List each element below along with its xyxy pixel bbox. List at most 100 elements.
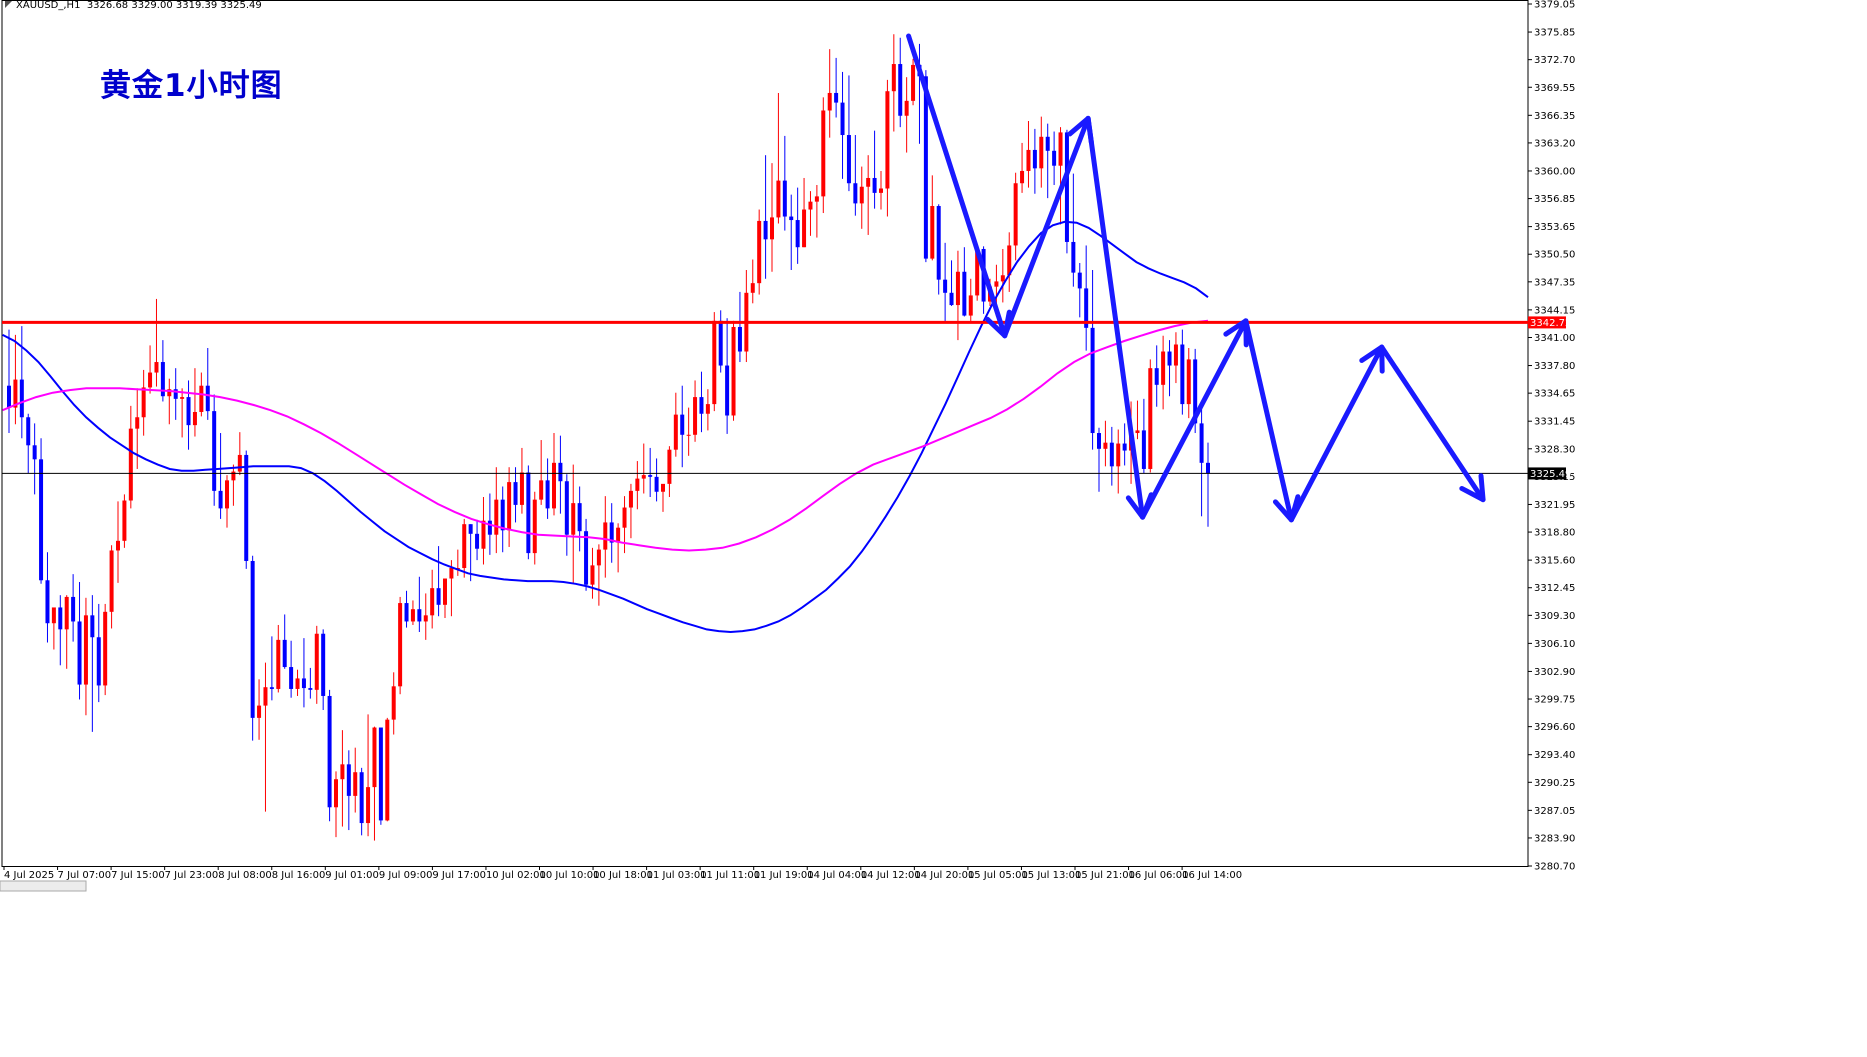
time-tick-label: 16 Jul 06:00: [1129, 870, 1189, 881]
candle-body: [500, 499, 505, 531]
candle-body: [244, 454, 249, 561]
candle-body: [564, 481, 569, 535]
price-tick-label: 3299.75: [1534, 695, 1575, 706]
forecast-arrows: [906, 33, 1486, 523]
time-tick-label: 10 Jul 02:00: [486, 870, 546, 881]
candle-body: [346, 764, 351, 796]
candle-body: [834, 92, 839, 103]
price-tick-label: 3293.40: [1534, 750, 1575, 761]
candle-body: [26, 417, 31, 446]
candle-body: [968, 295, 973, 316]
candle-body: [96, 637, 101, 686]
candle-body: [1064, 132, 1069, 242]
candle-body: [859, 186, 864, 204]
candle-body: [1109, 442, 1114, 467]
chart-title: 黄金1小时图: [100, 68, 283, 104]
candle-body: [321, 633, 326, 696]
candle-body: [263, 687, 268, 706]
candle-body: [122, 500, 127, 541]
candle-body: [898, 64, 903, 116]
candle-body: [782, 180, 787, 217]
price-tick-label: 3334.65: [1534, 389, 1575, 400]
price-tick-label: 3296.60: [1534, 722, 1575, 733]
price-tick-label: 3283.90: [1534, 833, 1575, 844]
candle-body: [423, 615, 428, 622]
price-tick-label: 3309.30: [1534, 611, 1575, 622]
price-tick-label: 3353.65: [1534, 222, 1575, 233]
candle-body: [1058, 132, 1063, 166]
candle-body: [154, 362, 159, 373]
candle-body: [1206, 462, 1210, 474]
time-tick-label: 15 Jul 05:00: [968, 870, 1028, 881]
arrow-up-2: [1140, 318, 1249, 520]
candle-body: [943, 279, 948, 293]
price-tick-label: 3369.55: [1534, 83, 1575, 94]
candle-body: [51, 607, 56, 624]
candle-body: [1000, 275, 1005, 282]
candle-body: [1103, 442, 1108, 449]
candle-body: [231, 471, 236, 481]
candle-body: [391, 686, 396, 720]
current-price-label: 3325.49: [1530, 469, 1571, 480]
candle-body: [770, 217, 774, 240]
candle-body: [398, 603, 403, 687]
candle-body: [250, 560, 255, 718]
candle-body: [853, 183, 858, 204]
candle-body: [180, 397, 185, 399]
price-tick-label: 3315.60: [1534, 556, 1575, 567]
candle-body: [673, 414, 678, 450]
candle-body: [731, 326, 736, 416]
candle-body: [340, 764, 345, 780]
candle-body: [90, 615, 95, 638]
candle-body: [192, 411, 197, 426]
candle-body: [1045, 136, 1050, 151]
candle-body: [609, 522, 614, 543]
price-tick-label: 3290.25: [1534, 778, 1575, 789]
candle-body: [39, 459, 44, 581]
price-tick-label: 3379.05: [1534, 0, 1575, 11]
candle-body: [641, 475, 646, 479]
candle-body: [513, 482, 518, 505]
price-tick-label: 3356.85: [1534, 194, 1575, 205]
price-tick-label: 3318.80: [1534, 528, 1575, 539]
candle-body: [372, 727, 377, 788]
time-tick-label: 15 Jul 13:00: [1021, 870, 1081, 881]
price-tick-label: 3280.70: [1534, 862, 1575, 873]
candle-body: [814, 196, 819, 202]
time-tick-label: 9 Jul 01:00: [325, 870, 379, 881]
candle-body: [821, 110, 826, 197]
time-tick-label: 16 Jul 14:00: [1182, 870, 1242, 881]
candle-body: [430, 588, 435, 616]
candle-body: [45, 580, 50, 624]
ma-slow-line: [2, 319, 1209, 552]
candle-body: [237, 454, 242, 472]
price-tick-label: 3366.35: [1534, 111, 1575, 122]
candle-body: [635, 478, 640, 491]
candle-body: [590, 565, 595, 585]
price-tick-label: 3337.80: [1534, 361, 1575, 372]
candle-body: [584, 531, 589, 585]
time-tick-label: 7 Jul 07:00: [58, 870, 112, 881]
candle-body: [83, 615, 88, 685]
candle-body: [725, 365, 730, 416]
candle-body: [699, 397, 704, 414]
candle-body: [1199, 423, 1204, 463]
candle-body: [1026, 149, 1031, 171]
candle-body: [109, 550, 114, 612]
candle-body: [750, 283, 755, 293]
candle-body: [301, 678, 306, 689]
candle-body: [167, 389, 172, 397]
candle-body: [616, 527, 621, 543]
candle-body: [891, 64, 896, 92]
candle-body: [334, 779, 338, 808]
moving-averages: [2, 220, 1209, 634]
scroll-tab: [0, 880, 87, 892]
candle-body: [314, 633, 319, 690]
candle-body: [1167, 351, 1172, 366]
candle-body: [1090, 327, 1095, 434]
candle-body: [654, 476, 659, 492]
time-tick-label: 8 Jul 08:00: [218, 870, 272, 881]
candle-body: [404, 603, 409, 622]
candle-body: [462, 524, 467, 569]
